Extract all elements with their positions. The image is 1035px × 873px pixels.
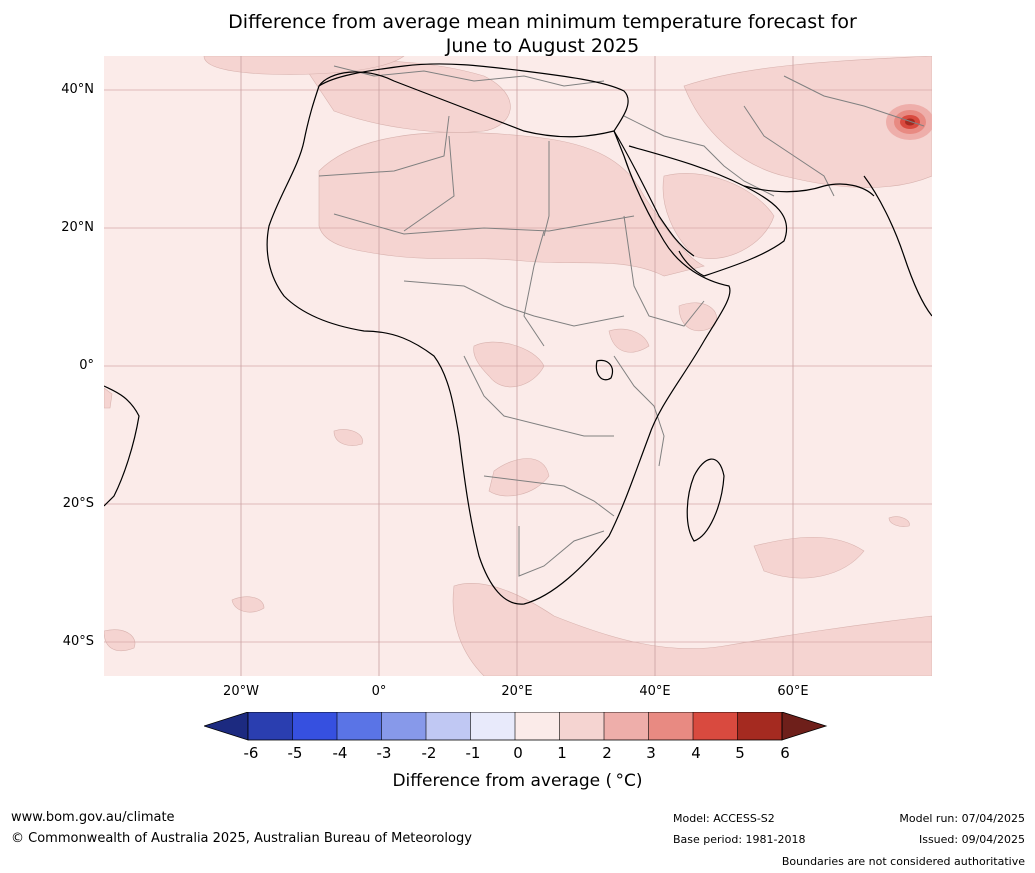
border-maghreb <box>318 115 450 177</box>
footer-copyright: © Commonwealth of Australia 2025, Austra… <box>11 831 472 846</box>
lon-label-0: 0° <box>371 684 387 699</box>
coast-india <box>863 175 933 317</box>
anomaly-band-arabia <box>662 173 775 259</box>
colorbar-segment-7 <box>515 712 560 740</box>
lon-label-40e: 40°E <box>639 684 671 699</box>
coast-madagascar <box>686 458 725 542</box>
anomaly-band-southern-africa <box>488 458 550 497</box>
country-borders <box>318 65 925 577</box>
anomaly-band-east-africa <box>678 302 717 331</box>
colorbar-tick: 3 <box>646 744 656 762</box>
map-svg <box>103 55 934 677</box>
coast-south-america <box>103 385 140 507</box>
coast-europe <box>318 63 629 132</box>
colorbar-segment-6 <box>470 712 515 740</box>
border-southern-africa <box>518 526 605 577</box>
footer-base-period: Base period: 1981-2018 <box>673 833 806 846</box>
colorbar-segment-1 <box>248 712 293 740</box>
coast-africa <box>266 71 731 605</box>
lat-label-20n: 20°N <box>61 220 94 235</box>
colorbar-segment-10 <box>648 712 693 740</box>
colorbar-svg <box>202 711 828 741</box>
coast-lake-victoria <box>595 359 613 381</box>
border-sahel <box>333 213 635 235</box>
border-sudan-ethiopia <box>623 215 705 327</box>
footer-model: Model: ACCESS-S2 <box>673 812 775 825</box>
border-libya-egypt <box>543 141 550 237</box>
colorbar-extend-high <box>781 711 828 741</box>
colorbar-segment-8 <box>559 712 604 740</box>
colorbar-segment-5 <box>426 712 471 740</box>
lon-label-20e: 20°E <box>501 684 533 699</box>
colorbar-segment-3 <box>337 712 382 740</box>
colorbar-tick: 6 <box>780 744 790 762</box>
anomaly-band-central-africa <box>473 341 545 388</box>
colorbar-tick: 4 <box>691 744 701 762</box>
colorbar-segment-9 <box>604 712 649 740</box>
map-title: Difference from average mean minimum tem… <box>0 10 1035 58</box>
colorbar-tick: -2 <box>421 744 437 762</box>
border-chad-sudan <box>523 230 545 347</box>
anomaly-band-horn <box>608 328 650 353</box>
colorbar-dividers <box>292 712 738 740</box>
colorbar <box>202 711 830 748</box>
colorbar-segment-4 <box>381 712 426 740</box>
lat-label-40n: 40°N <box>61 82 94 97</box>
colorbar-tick: 2 <box>602 744 612 762</box>
colorbar-segment-12 <box>737 712 782 740</box>
lat-label-40s: 40°S <box>62 634 94 649</box>
anomaly-band-europe <box>203 55 405 75</box>
colorbar-tick: -4 <box>332 744 348 762</box>
footer-url[interactable]: www.bom.gov.au/climate <box>11 810 175 825</box>
forecast-map <box>103 55 934 677</box>
coast-arabia <box>628 145 788 277</box>
anomaly-band-middle-east <box>683 55 933 188</box>
lat-label-0: 0° <box>79 358 94 373</box>
lon-label-20w: 20°W <box>223 684 259 699</box>
anomaly-band-small-2 <box>231 596 265 613</box>
anomaly-band-small-1 <box>333 429 363 446</box>
border-central <box>403 280 625 327</box>
colorbar-label: Difference from average ( °C) <box>392 771 643 791</box>
colorbar-tick: -3 <box>376 744 392 762</box>
anomaly-band-south-atlantic <box>452 583 933 677</box>
border-east <box>613 355 665 467</box>
border-congo <box>463 355 614 437</box>
lat-label-20s: 20°S <box>62 496 94 511</box>
lon-label-60e: 60°E <box>777 684 809 699</box>
border-algeria-libya <box>403 135 455 232</box>
colorbar-segment-2 <box>292 712 337 740</box>
coast-red-sea <box>613 130 695 257</box>
gridlines <box>104 56 932 676</box>
colorbar-tick: -1 <box>465 744 481 762</box>
colorbar-extend-low <box>202 711 249 741</box>
colorbar-segment-11 <box>693 712 738 740</box>
colorbar-tick: 0 <box>513 744 523 762</box>
anomaly-band-west <box>103 629 136 651</box>
title-line-2: June to August 2025 <box>445 35 640 57</box>
anomaly-band-indian-ocean <box>753 537 865 579</box>
anomaly-band-sahara <box>318 132 705 277</box>
anomaly-band-small-3 <box>888 516 910 527</box>
anomaly-hotspot <box>886 104 934 140</box>
coast-persian-gulf <box>743 183 875 197</box>
border-central-asia <box>783 75 925 127</box>
colorbar-tick: 5 <box>735 744 745 762</box>
colorbar-tick: -6 <box>243 744 259 762</box>
footer-disclaimer: Boundaries are not considered authoritat… <box>781 855 1025 868</box>
border-south-central <box>483 475 615 517</box>
border-iran <box>743 105 835 197</box>
coastlines <box>103 63 933 605</box>
title-line-1: Difference from average mean minimum tem… <box>228 11 857 33</box>
anomaly-band-small-4 <box>103 387 113 409</box>
footer-issued: Issued: 09/04/2025 <box>918 833 1025 846</box>
footer-model-run: Model run: 07/04/2025 <box>899 812 1025 825</box>
colorbar-tick: 1 <box>557 744 567 762</box>
border-middle-east <box>623 115 775 197</box>
anomaly-bands <box>103 55 933 677</box>
border-europe <box>333 65 605 87</box>
colorbar-tick: -5 <box>287 744 303 762</box>
